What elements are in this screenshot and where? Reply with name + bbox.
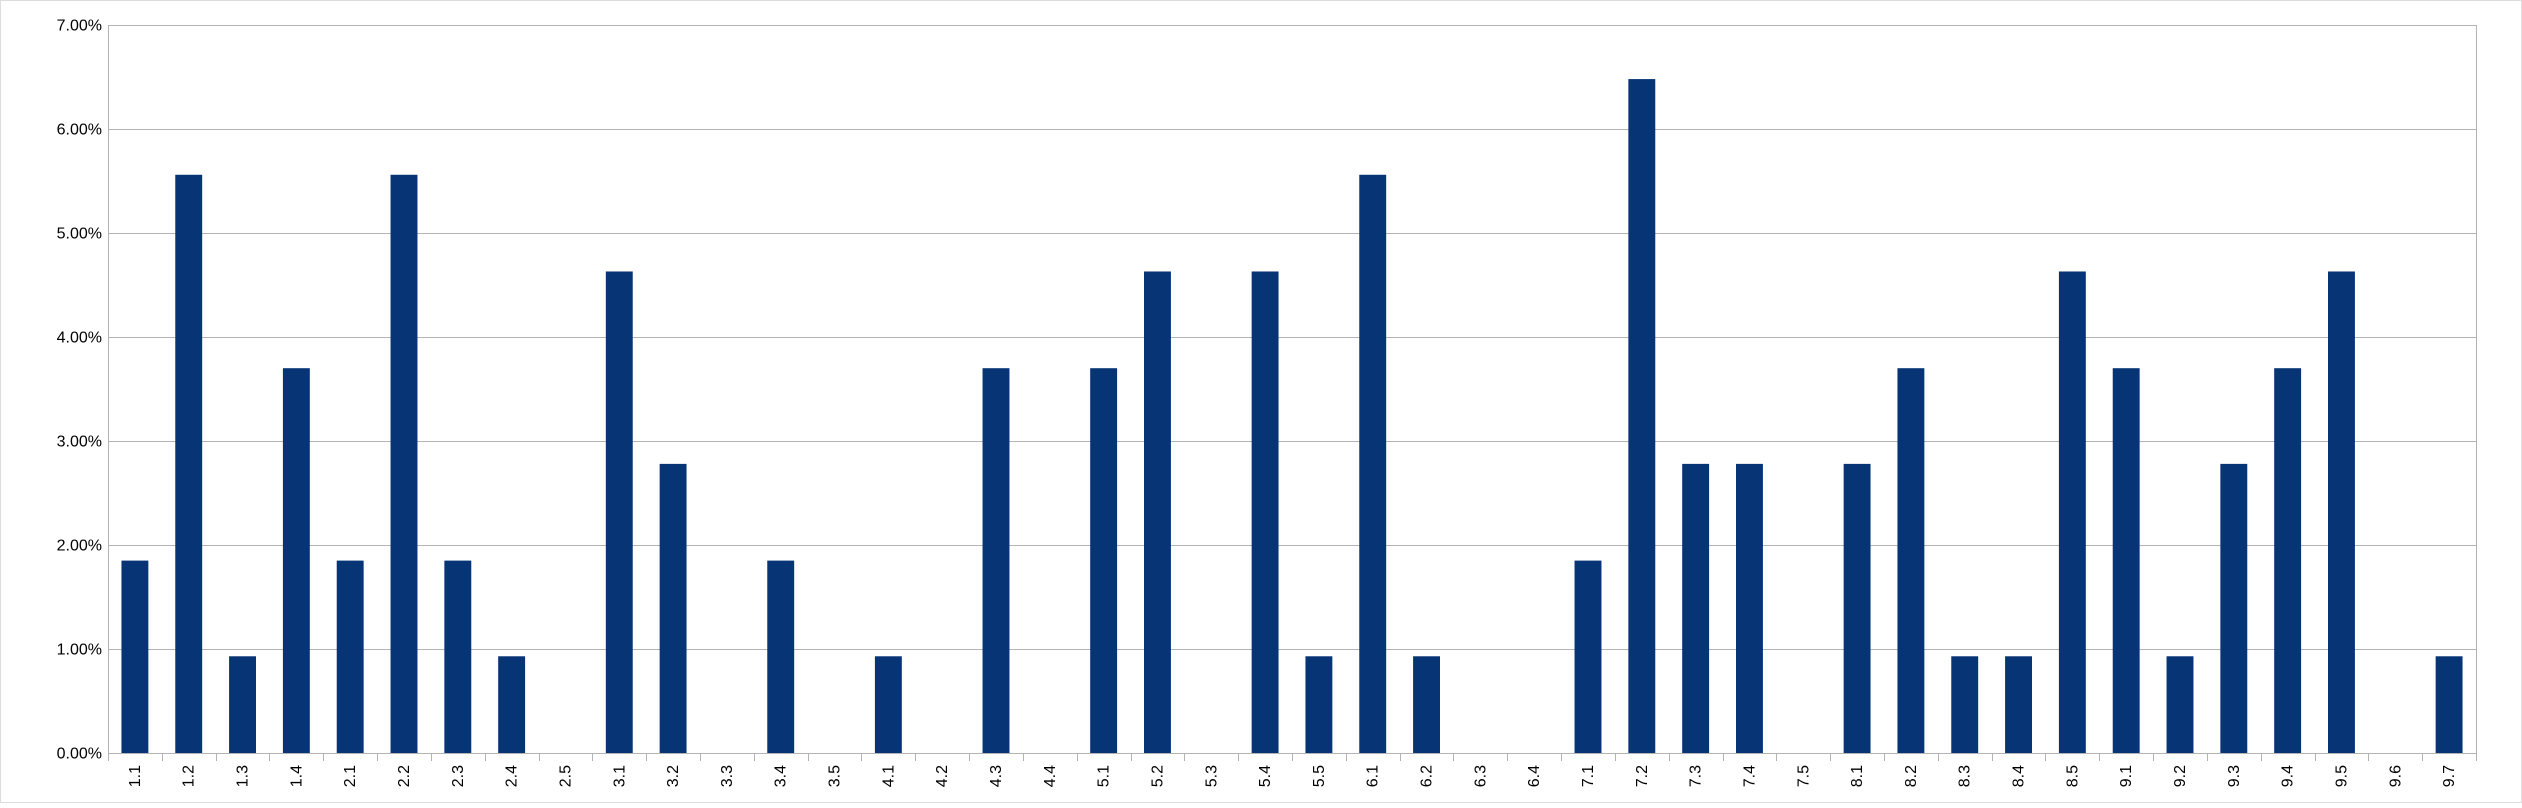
bar-1-4 [282, 368, 310, 753]
bar-1-3 [229, 656, 256, 753]
x-tick-label: 1.2 [181, 765, 198, 787]
bar-4-1 [874, 656, 902, 753]
bar-4-3 [982, 368, 1010, 753]
bar-9-4 [2274, 368, 2302, 753]
x-tick-label: 6.2 [1419, 765, 1436, 787]
bar-9-5 [2328, 271, 2355, 753]
x-tick-label: 9.5 [2333, 765, 2350, 787]
bar-5-2 [1144, 271, 1171, 753]
bar-6-2 [1413, 656, 1440, 753]
x-tick-label: 4.4 [1042, 765, 1059, 787]
bar-2-1 [336, 560, 364, 753]
y-tick-labels: 0.00% 1.00% 2.00% 3.00% 4.00% 5.00% 6.00% 7.00% [57, 18, 102, 763]
x-tick-label: 7.3 [1688, 765, 1705, 787]
x-tick-label: 3.2 [665, 765, 682, 787]
x-tick-label: 7.5 [1795, 765, 1812, 787]
bar-1-1 [121, 560, 149, 753]
x-tick-label: 3.4 [773, 765, 790, 787]
x-tick-label: 3.3 [719, 765, 736, 787]
x-tick-label: 5.4 [1257, 765, 1274, 787]
x-tick-label: 5.2 [1149, 765, 1166, 787]
x-tick-label: 9.3 [2226, 765, 2243, 787]
x-tick-label: 6.4 [1526, 765, 1543, 787]
x-tick-label: 8.3 [1957, 765, 1974, 787]
y-tick-label: 3.00% [57, 434, 102, 451]
x-tick-label: 2.3 [450, 765, 467, 787]
x-tick-label: 4.1 [880, 765, 897, 787]
bar-8-2 [1897, 368, 1925, 753]
x-tick-label: 4.2 [934, 765, 951, 787]
bar-7-1 [1574, 560, 1602, 753]
x-tick-label: 2.4 [504, 765, 521, 787]
bar-7-4 [1736, 463, 1763, 753]
x-tick-label: 2.1 [342, 765, 359, 787]
x-tick-label: 9.6 [2387, 765, 2404, 787]
x-tick-label: 2.2 [396, 765, 413, 787]
x-tick-label: 8.5 [2064, 765, 2081, 787]
y-tick-label: 1.00% [57, 642, 102, 659]
bar-1-2 [175, 174, 203, 753]
bar-3-2 [659, 463, 687, 753]
y-tick-label: 6.00% [57, 122, 102, 139]
y-tick-label: 7.00% [57, 18, 102, 35]
x-tick-label: 3.1 [611, 765, 628, 787]
bar-8-4 [2005, 656, 2032, 753]
bar-8-5 [2058, 271, 2086, 753]
bar-7-2 [1628, 79, 1656, 753]
bar-8-3 [1951, 656, 1979, 753]
x-tick-label: 1.1 [127, 765, 144, 787]
bar-3-1 [605, 271, 633, 753]
x-tick-label: 7.1 [1580, 765, 1597, 787]
bar-5-5 [1305, 656, 1333, 753]
y-tick-label: 5.00% [57, 226, 102, 243]
x-tick-label: 2.5 [557, 765, 574, 787]
bar-5-1 [1090, 368, 1118, 753]
bar-6-1 [1359, 174, 1387, 753]
x-tick-label: 5.5 [1311, 765, 1328, 787]
bar-5-4 [1251, 271, 1279, 753]
x-tick-label: 4.3 [988, 765, 1005, 787]
x-tick-labels: 1.1 1.2 1.3 1.4 2.1 2.2 2.3 2.4 2.5 3.1 3.2 3.3 3.4 3… [127, 765, 2458, 787]
x-tick-label: 5.1 [1096, 765, 1113, 787]
bar-9-2 [2166, 656, 2194, 753]
x-tick-label: 1.3 [235, 765, 252, 787]
axes [108, 25, 2477, 761]
x-tick-label: 9.2 [2172, 765, 2189, 787]
bar-9-3 [2220, 463, 2248, 753]
x-tick-label: 8.2 [1903, 765, 1920, 787]
x-tick-label: 7.4 [1741, 765, 1758, 787]
x-tick-label: 9.7 [2441, 765, 2458, 787]
x-tick-label: 8.1 [1849, 765, 1866, 787]
bar-7-3 [1682, 463, 1710, 753]
x-tick-label: 9.1 [2118, 765, 2135, 787]
bar-8-1 [1843, 463, 1871, 753]
x-tick-label: 5.3 [1203, 765, 1220, 787]
x-tick-label: 3.5 [827, 765, 844, 787]
x-tick-label: 1.4 [288, 765, 305, 787]
x-tick-label: 6.1 [1365, 765, 1382, 787]
bar-2-2 [390, 174, 418, 753]
bar-9-1 [2112, 368, 2140, 753]
bar-9-7 [2435, 656, 2463, 753]
x-tick-label: 6.3 [1472, 765, 1489, 787]
x-tick-label: 9.4 [2280, 765, 2297, 787]
y-tick-label: 0.00% [57, 746, 102, 763]
bar-2-4 [498, 656, 526, 753]
x-tick-label: 8.4 [2011, 765, 2028, 787]
bars [121, 79, 2463, 753]
bar-3-4 [767, 560, 795, 753]
x-tick-label: 7.2 [1634, 765, 1651, 787]
bar-2-3 [444, 560, 472, 753]
y-tick-label: 4.00% [57, 330, 102, 347]
y-tick-label: 2.00% [57, 538, 102, 555]
